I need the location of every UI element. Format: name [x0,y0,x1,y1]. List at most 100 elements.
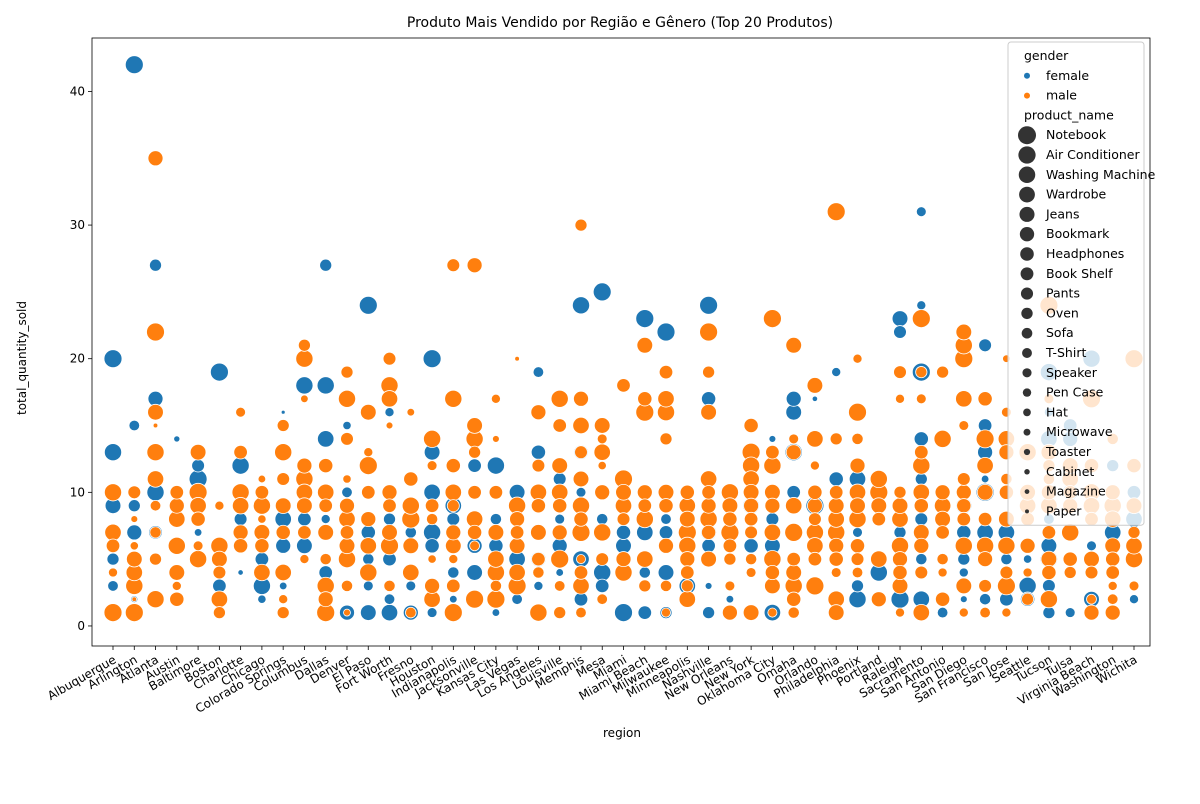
legend-marker-male [1024,92,1030,99]
data-point-male [785,337,802,354]
data-point-male [700,497,717,514]
x-axis-ticks: AlbuquerqueArlingtonAtlantaAustinBaltimo… [45,646,1140,716]
data-point-male [338,537,356,555]
data-point-female [533,580,544,591]
data-point-male [233,538,249,554]
data-point-male [340,432,354,446]
data-point-female [979,593,992,606]
legend-size-title: product_name [1024,107,1114,122]
data-point-male [1083,550,1100,568]
data-point-male [870,497,888,514]
data-point-female [209,362,229,382]
data-point-male [572,470,590,488]
data-point-female [699,295,718,315]
data-point-male [296,497,313,514]
data-point-female [466,564,483,581]
data-point-female [358,295,378,315]
data-point-male [232,524,249,541]
data-point-male [382,351,397,366]
data-point-male [893,365,907,379]
data-point-male [446,258,461,273]
data-point-male [595,552,610,566]
data-point-male [596,593,608,605]
data-point-female [554,513,566,525]
data-point-male [997,576,1016,596]
data-point-male [809,460,820,471]
data-point-male [1104,537,1121,555]
data-point-female [637,605,652,620]
data-point-male [531,551,546,567]
legend-size-marker [1022,368,1032,378]
data-point-male [661,607,671,618]
data-point-male [551,457,568,474]
data-point-male [274,497,292,514]
data-point-male [146,322,165,342]
data-point-male [104,523,122,542]
data-point-female [913,431,929,447]
legend-size-marker [1022,348,1032,358]
data-point-male [489,579,502,592]
data-point-male [445,524,462,541]
data-point-male [807,551,823,567]
data-point-female [915,553,928,566]
data-point-male [871,511,886,527]
legend-size-marker [1021,307,1033,320]
legend-size-label: Cabinet [1046,464,1094,479]
data-point-male [895,607,905,618]
y-axis-ticks: 0 10 20 30 40 [70,84,92,633]
data-point-male [401,496,420,515]
data-point-female [893,325,907,339]
data-point-male [851,432,864,445]
data-point-male [976,456,994,475]
data-point-male [1104,604,1121,621]
data-point-male [1125,537,1143,555]
data-point-male [915,393,927,405]
data-point-female [278,581,288,591]
legend-size-label: Headphones [1046,246,1124,261]
data-point-female [785,390,802,407]
data-point-male [318,498,333,513]
data-point-male [231,497,250,515]
data-point-male [168,497,185,514]
data-point-male [508,537,526,555]
data-point-male [468,445,482,459]
data-point-male [103,483,123,502]
data-point-male [870,591,887,608]
data-point-male [381,484,398,501]
data-point-male [126,550,143,568]
data-point-male [808,512,822,526]
data-point-female [319,258,333,272]
data-point-male [829,485,844,500]
data-point-male [169,591,185,607]
data-point-male [955,323,973,341]
data-point-male [913,498,929,514]
data-point-male [956,511,971,527]
legend-size-label: Washing Machine [1046,167,1156,182]
data-point-female [449,594,458,604]
data-point-male [359,563,378,582]
data-point-female [275,537,292,554]
data-point-male [574,218,588,232]
data-point-male [274,443,293,462]
data-point-female [422,349,442,369]
data-point-male [1022,567,1033,578]
data-point-male [402,563,420,582]
data-point-male [636,484,653,501]
data-point-male [146,590,165,609]
data-point-male [424,577,441,594]
data-point-male [615,551,632,568]
legend-size-marker [1023,448,1031,456]
data-point-male [767,607,778,618]
data-point-female [957,552,971,566]
data-point-male [492,435,500,443]
data-point-male [700,403,717,421]
legend-size-label: Bookmark [1046,226,1110,241]
legend-label-female: female [1046,68,1089,83]
data-point-male [276,419,290,432]
data-point-male [615,484,632,501]
data-point-male [189,550,208,569]
data-point-female [173,435,181,443]
data-point-male [997,536,1016,555]
data-point-female [552,472,567,486]
